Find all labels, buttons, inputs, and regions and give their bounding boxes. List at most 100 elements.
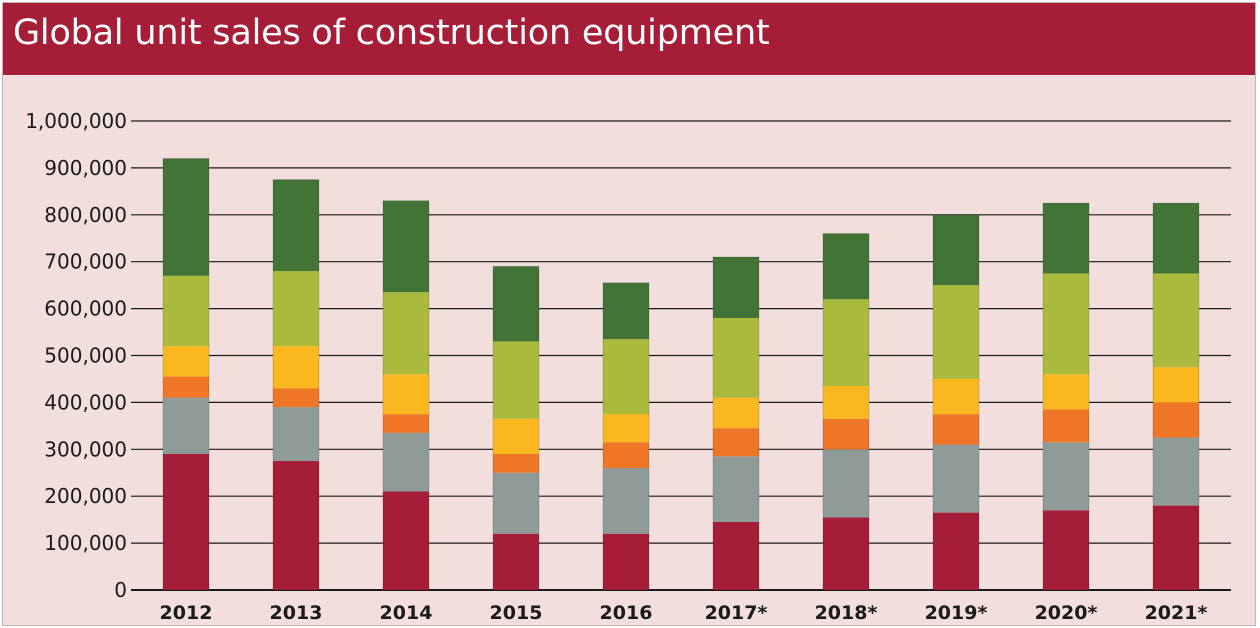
bar-segment bbox=[493, 453, 539, 473]
bar-segment bbox=[1153, 203, 1199, 274]
bar-outline bbox=[162, 158, 210, 591]
bar-segment bbox=[1043, 203, 1089, 274]
bar-outline bbox=[272, 179, 320, 591]
x-tick-label: 2019* bbox=[925, 602, 988, 624]
bar-stack bbox=[602, 282, 650, 591]
bar-segment bbox=[1153, 367, 1199, 403]
bar-segment bbox=[1153, 505, 1199, 590]
x-tick-label: 2021* bbox=[1145, 602, 1208, 624]
bar-segment bbox=[823, 233, 869, 300]
bar-outline bbox=[492, 265, 540, 591]
bar-segment bbox=[163, 275, 209, 347]
bar-segment bbox=[823, 385, 869, 419]
bar-stack bbox=[712, 256, 760, 591]
bar-segment bbox=[273, 346, 319, 389]
bar-outline bbox=[712, 256, 760, 591]
bar-segment bbox=[933, 512, 979, 590]
chart-title: Global unit sales of construction equipm… bbox=[13, 13, 770, 53]
bar-outline bbox=[932, 214, 980, 591]
bar-segment bbox=[1043, 374, 1089, 410]
x-tick-label: 2017* bbox=[705, 602, 768, 624]
bar-segment bbox=[163, 376, 209, 398]
bar-segment bbox=[493, 533, 539, 590]
y-tick-label: 500,000 bbox=[44, 344, 127, 368]
x-tick-label: 2012 bbox=[160, 602, 213, 624]
bar-segment bbox=[1153, 402, 1199, 438]
bar-segment bbox=[163, 158, 209, 276]
y-tick-label: 0 bbox=[114, 578, 127, 602]
bar-segment bbox=[603, 442, 649, 469]
bar-segment bbox=[713, 257, 759, 318]
y-tick-label: 300,000 bbox=[44, 437, 127, 461]
y-axis-labels: 0 100,000 200,000 300,000 400,000 500,000 600,… bbox=[25, 109, 127, 602]
bar-segment bbox=[713, 317, 759, 398]
bar-segment bbox=[933, 378, 979, 415]
bar-segment bbox=[1043, 409, 1089, 443]
bar-segment bbox=[823, 517, 869, 590]
bar-stack bbox=[932, 214, 980, 591]
bar-segment bbox=[713, 397, 759, 429]
bar-stack bbox=[272, 179, 320, 591]
bar-segment bbox=[163, 453, 209, 590]
y-tick-label: 800,000 bbox=[44, 203, 127, 227]
bar-segment bbox=[1153, 437, 1199, 506]
bar-stack bbox=[1042, 202, 1090, 591]
bar-stack bbox=[1152, 202, 1200, 591]
bar-segment bbox=[603, 339, 649, 415]
bar-segment bbox=[383, 491, 429, 590]
y-tick-label: 600,000 bbox=[44, 297, 127, 321]
bar-segment bbox=[273, 388, 319, 408]
bar-stack bbox=[382, 200, 430, 591]
bar-segment bbox=[493, 418, 539, 454]
bar-outline bbox=[1152, 202, 1200, 591]
bar-segment bbox=[163, 346, 209, 377]
bar-segment bbox=[933, 444, 979, 513]
bar-outline bbox=[822, 233, 870, 591]
bar-segment bbox=[273, 271, 319, 347]
bar-segment bbox=[1043, 273, 1089, 375]
bar-outline bbox=[382, 200, 430, 591]
bar-segment bbox=[713, 521, 759, 590]
bar-segment bbox=[713, 456, 759, 522]
bar-segment bbox=[493, 472, 539, 534]
bar-segment bbox=[493, 266, 539, 342]
y-tick-label: 900,000 bbox=[44, 156, 127, 180]
bar-segment bbox=[273, 179, 319, 272]
bar-segment bbox=[713, 428, 759, 457]
x-tick-label: 2016 bbox=[600, 602, 653, 624]
bar-segment bbox=[603, 282, 649, 340]
bar-segment bbox=[823, 449, 869, 518]
bar-segment bbox=[383, 374, 429, 415]
x-tick-label: 2018* bbox=[815, 602, 878, 624]
bar-segment bbox=[493, 341, 539, 419]
bar-segment bbox=[603, 414, 649, 443]
x-tick-label: 2013 bbox=[270, 602, 323, 624]
x-tick-label: 2020* bbox=[1035, 602, 1098, 624]
bar-segment bbox=[383, 432, 429, 492]
bar-stack bbox=[492, 265, 540, 591]
x-tick-label: 2014 bbox=[380, 602, 433, 624]
bar-stack bbox=[822, 233, 870, 591]
bar-segment bbox=[383, 200, 429, 293]
bar-segment bbox=[933, 214, 979, 286]
bars bbox=[162, 158, 1200, 591]
bar-segment bbox=[383, 292, 429, 375]
bar-segment bbox=[823, 418, 869, 450]
bar-segment bbox=[603, 468, 649, 534]
title-bar: Global unit sales of construction equipm… bbox=[3, 3, 1255, 75]
bar-segment bbox=[933, 285, 979, 379]
y-tick-label: 100,000 bbox=[44, 531, 127, 555]
y-tick-label: 200,000 bbox=[44, 484, 127, 508]
bar-segment bbox=[823, 299, 869, 386]
y-tick-label: 400,000 bbox=[44, 390, 127, 414]
bar-outline bbox=[602, 282, 650, 591]
stacked-bar-chart: 0 100,000 200,000 300,000 400,000 500,000 600,… bbox=[25, 109, 1231, 624]
bar-segment bbox=[603, 533, 649, 590]
x-axis-labels: 2012 2013 2014 2015 2016 2017* 2018* 2019* 2020*… bbox=[160, 602, 1208, 624]
y-tick-label: 700,000 bbox=[44, 250, 127, 274]
bar-segment bbox=[163, 397, 209, 454]
bar-segment bbox=[1153, 273, 1199, 368]
bar-segment bbox=[273, 461, 319, 590]
bar-segment bbox=[1043, 510, 1089, 590]
